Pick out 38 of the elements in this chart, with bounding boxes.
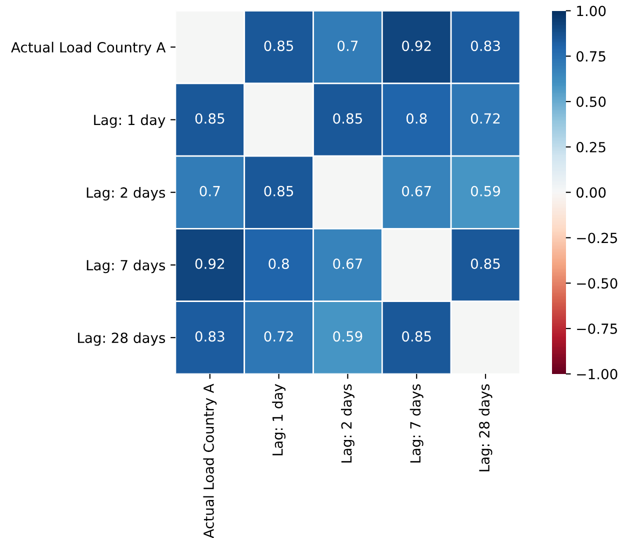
data-label: 0.83 [470,40,500,52]
data-label: 0.8 [406,113,427,124]
data-label: 0.67 [333,258,362,269]
color-bar-label: 0.25 [576,142,606,152]
data-label: 0.92 [402,40,431,52]
data-label: 0.85 [402,331,431,342]
data-label: 0.59 [470,186,500,196]
data-label: 0.85 [333,113,362,124]
data-label: 0.85 [470,258,500,269]
data-label: 0.85 [195,113,224,124]
data-label: 0.7 [200,186,220,196]
x-tick-label: Lag: 7 days [410,384,424,462]
y-tick-label: Lag: 1 day [94,114,166,128]
y-tick-label: Lag: 28 days [78,332,166,346]
data-label: 0.72 [470,113,500,124]
data-label: 0.59 [333,331,362,342]
color-bar-label: −0.50 [577,278,618,289]
x-tick-label: Lag: 28 days [478,384,492,472]
data-label: 0.72 [264,331,293,342]
color-bar-label: 0.50 [576,96,606,108]
data-label: 0.67 [402,186,431,196]
data-label: 0.92 [195,258,224,269]
data-label: 0.85 [264,186,294,196]
color-bar-label: 1.00 [577,6,606,16]
color-bar-label: −1.00 [577,368,618,380]
color-bar-label: −0.25 [577,232,617,244]
color-bar-label: 0.75 [576,51,606,62]
y-tick-label: Lag: 2 days [86,187,166,200]
color-bar-label: 0.00 [576,187,606,198]
x-tick-label: Lag: 1 day [272,384,286,456]
data-label: 0.8 [268,258,289,269]
data-label: 0.7 [338,40,358,52]
data-label: 0.85 [264,40,294,52]
color-bar-label: −0.75 [577,323,617,334]
y-tick-label: Lag: 7 days [86,260,166,274]
x-tick-label: Lag: 2 days [340,384,354,462]
y-tick-label: Actual Load Country A [11,42,166,56]
data-label: 0.83 [195,331,224,342]
